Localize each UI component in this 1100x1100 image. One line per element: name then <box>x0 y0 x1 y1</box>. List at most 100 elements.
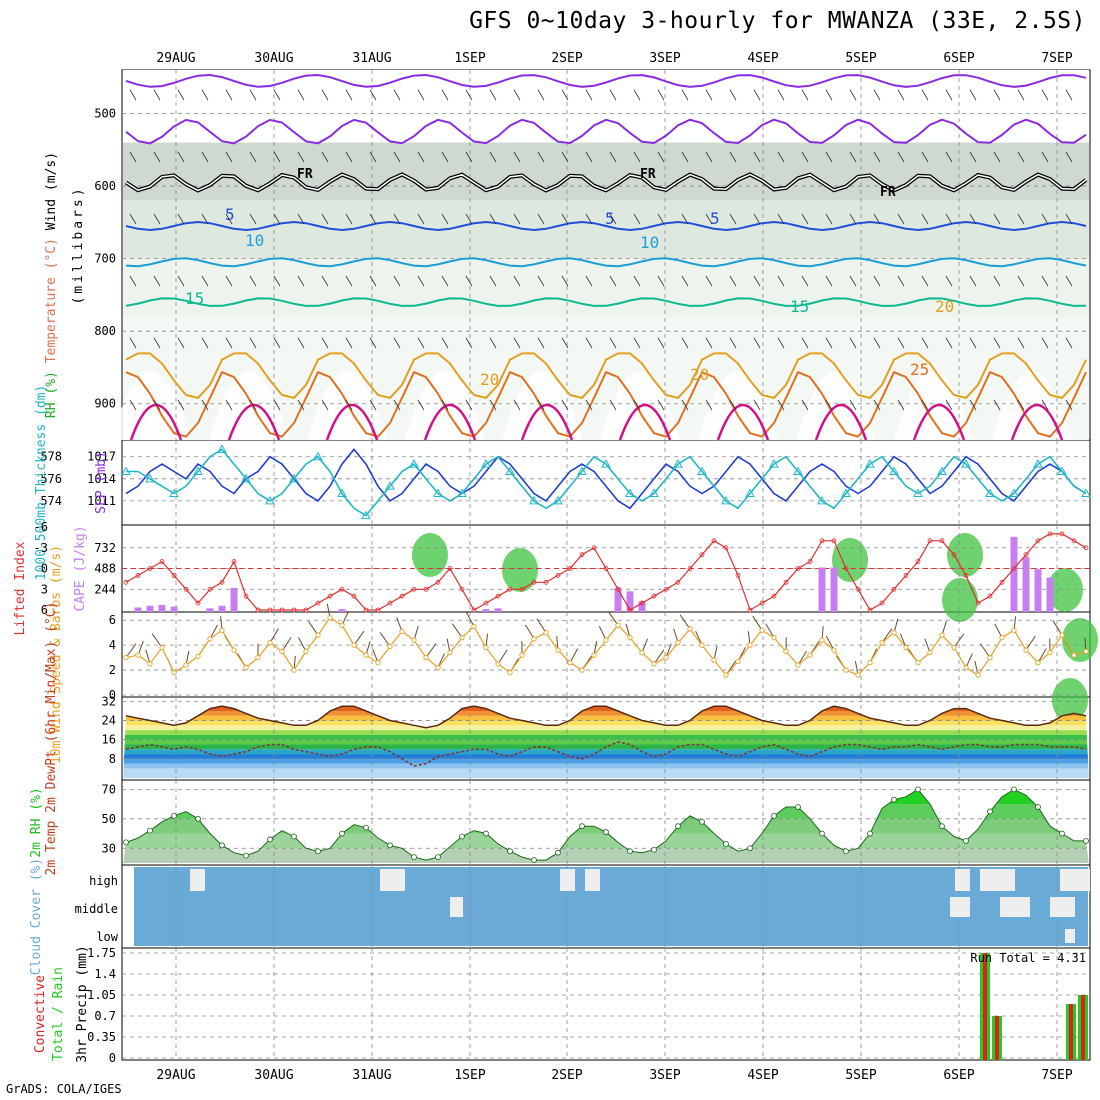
wind-speed-point <box>867 659 873 666</box>
lifted-index-point <box>639 600 645 606</box>
isotherm-line <box>125 73 1087 88</box>
isotherm-line <box>618 404 672 441</box>
contour-label: 15 <box>185 289 204 308</box>
wind-barb <box>153 399 161 411</box>
wind-speed-point <box>471 623 477 630</box>
isotherm-line <box>814 404 868 441</box>
isotherm-line <box>325 404 379 441</box>
y-tick-label-left: 574 <box>40 494 62 508</box>
wind-barb <box>801 275 809 287</box>
wind-barb <box>753 89 761 101</box>
y-axis-label: 2m RH (%) <box>29 787 44 857</box>
wind-barb <box>849 337 857 349</box>
lifted-index-line <box>125 533 1087 611</box>
y-tick-label-right: 1017 <box>87 450 116 464</box>
wind-speed-point <box>783 648 789 655</box>
thickness-marker <box>673 459 683 468</box>
y-tick-label: 1.4 <box>94 967 116 981</box>
lifted-index-point <box>171 573 177 578</box>
wind-barb <box>873 275 881 287</box>
wind-barb <box>129 337 137 349</box>
lifted-index-point <box>399 593 405 599</box>
wind-barb <box>657 151 665 163</box>
rh-point <box>339 830 345 837</box>
wind-barb <box>753 337 761 349</box>
cape-bar <box>1010 536 1018 612</box>
y-axis-units-label: (millibars) <box>71 185 86 304</box>
y-tick-label-right: 1011 <box>87 494 116 508</box>
wind-barb <box>297 399 305 411</box>
date-bottom-label: 3SEP <box>649 1068 680 1083</box>
wind-barb <box>273 337 281 349</box>
wind-barb <box>797 650 807 666</box>
lifted-index-point <box>243 593 249 599</box>
wind-barb <box>465 213 473 225</box>
wind-barb <box>201 337 209 349</box>
wind-barb <box>681 337 689 349</box>
wind-barb <box>729 399 737 411</box>
cape-bar <box>230 587 238 612</box>
lifted-index-point <box>351 593 357 599</box>
rh-point <box>843 848 849 855</box>
wind-barb <box>561 337 569 349</box>
y-tick-label: 4 <box>109 638 116 652</box>
wind-speed-point <box>1035 659 1041 666</box>
wind-speed-point <box>963 664 969 671</box>
wind-barb <box>705 399 713 411</box>
rh-band <box>123 848 1089 863</box>
rh-point <box>603 829 609 835</box>
wind-barb <box>177 213 185 225</box>
wind-barb <box>297 637 307 652</box>
wind-speed-point <box>1059 632 1065 638</box>
wind-speed-point <box>519 652 525 658</box>
thickness-marker <box>889 466 899 475</box>
y-tick-label-left: -6 <box>34 520 48 534</box>
wind-barb <box>225 275 233 287</box>
wind-barb <box>417 275 425 287</box>
wind-barb <box>945 399 953 411</box>
wind-barb <box>441 399 449 411</box>
wind-speed-point <box>123 654 129 661</box>
wind-barb <box>873 399 881 411</box>
wind-barb <box>945 89 953 101</box>
wind-barb <box>393 151 401 163</box>
wind-barb <box>753 151 761 163</box>
cape-bar <box>134 607 142 612</box>
lifted-index-point <box>435 579 441 585</box>
y-tick-label: low <box>96 930 118 944</box>
lifted-index-point <box>471 607 477 613</box>
y-axis-label: 10m Wind Speed & Barbs (m/s) <box>49 545 64 764</box>
wind-barb <box>753 275 761 287</box>
y-axis-label: 2m Temp 2m DewPt (6hr Min/Max) (°C) <box>44 602 59 876</box>
rh-point <box>915 786 921 793</box>
wind-barb <box>873 89 881 101</box>
wind-barb <box>345 89 353 101</box>
wind-barb <box>153 275 161 287</box>
wind-barb <box>993 151 1001 163</box>
date-top-label: 5SEP <box>845 51 876 66</box>
wind-barb <box>777 213 785 225</box>
y-axis-label-part: RH (%) <box>44 363 59 418</box>
thickness-marker <box>313 451 323 461</box>
wind-speed-point <box>675 640 681 646</box>
lifted-index-point <box>1083 545 1089 551</box>
wind-barb <box>969 151 977 163</box>
lifted-index-point <box>783 579 789 585</box>
cape-bar <box>614 587 622 612</box>
lifted-index-point <box>915 559 921 564</box>
wind-speed-point <box>699 642 705 648</box>
wind-barb <box>1017 151 1025 163</box>
rh-point <box>435 854 441 861</box>
cape-bar <box>146 605 154 612</box>
wind-speed-point <box>423 654 429 661</box>
thickness-marker <box>145 473 155 483</box>
thickness-marker <box>985 488 995 498</box>
wind-speed-point <box>1071 652 1077 658</box>
lifted-index-point <box>219 579 225 585</box>
wind-barb <box>225 337 233 349</box>
lifted-index-point <box>603 566 609 571</box>
cloud-high-block <box>585 869 600 891</box>
lifted-index-point <box>939 538 945 544</box>
